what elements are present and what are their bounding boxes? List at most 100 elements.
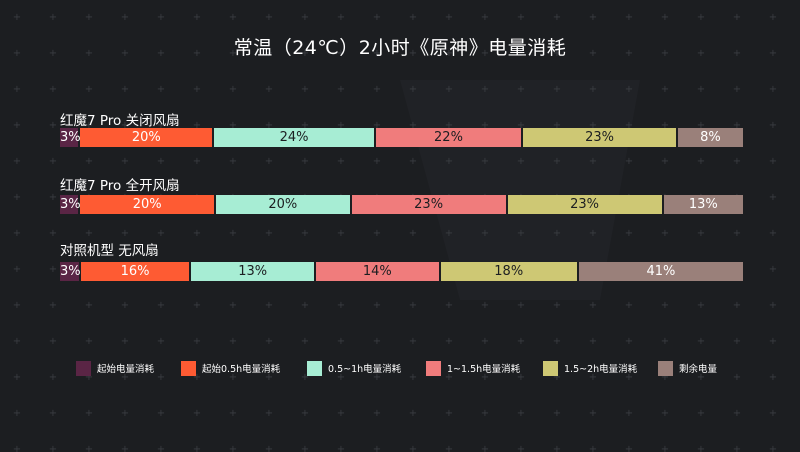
legend-item: 0.5~1h电量消耗 bbox=[307, 358, 401, 378]
plus-icon: + bbox=[697, 336, 705, 347]
plus-icon: + bbox=[589, 300, 597, 311]
plus-icon: + bbox=[265, 444, 273, 452]
plus-icon: + bbox=[13, 48, 21, 59]
bar-segment: 3% bbox=[60, 195, 81, 214]
plus-icon: + bbox=[553, 84, 561, 95]
plus-icon: + bbox=[373, 84, 381, 95]
plus-icon: + bbox=[13, 228, 21, 239]
plus-icon: + bbox=[265, 300, 273, 311]
bar-segment: 23% bbox=[351, 195, 508, 214]
data-label: 23% bbox=[570, 197, 600, 212]
plus-icon: + bbox=[157, 12, 165, 23]
plus-icon: + bbox=[157, 408, 165, 419]
plus-icon: + bbox=[445, 408, 453, 419]
plus-icon: + bbox=[733, 156, 741, 167]
plus-icon: + bbox=[409, 120, 417, 131]
plus-icon: + bbox=[121, 156, 129, 167]
bar-segment: 22% bbox=[375, 128, 524, 147]
plus-icon: + bbox=[733, 300, 741, 311]
plus-icon: + bbox=[553, 336, 561, 347]
plus-icon: + bbox=[193, 372, 201, 383]
plus-icon: + bbox=[661, 120, 669, 131]
plus-icon: + bbox=[373, 408, 381, 419]
plus-icon: + bbox=[193, 228, 201, 239]
plus-icon: + bbox=[157, 444, 165, 452]
plus-icon: + bbox=[589, 84, 597, 95]
plus-icon: + bbox=[625, 12, 633, 23]
plus-icon: + bbox=[733, 408, 741, 419]
plus-icon: + bbox=[193, 12, 201, 23]
stacked-bar: 3% 20% 24% 22% 23% 8% bbox=[60, 128, 745, 147]
bar-segment: 18% bbox=[440, 262, 579, 281]
plus-icon: + bbox=[85, 48, 93, 59]
plus-icon: + bbox=[733, 12, 741, 23]
plus-icon: + bbox=[517, 228, 525, 239]
plus-icon: + bbox=[517, 156, 525, 167]
plus-icon: + bbox=[661, 372, 669, 383]
bar-segment: 20% bbox=[215, 195, 352, 214]
plus-icon: + bbox=[661, 408, 669, 419]
plus-icon: + bbox=[769, 12, 777, 23]
data-label: 23% bbox=[414, 197, 444, 212]
plus-icon: + bbox=[193, 48, 201, 59]
legend-item: 1.5~2h电量消耗 bbox=[543, 358, 637, 378]
plus-icon: + bbox=[661, 228, 669, 239]
data-label: 24% bbox=[279, 130, 309, 145]
plus-icon: + bbox=[229, 336, 237, 347]
plus-icon: + bbox=[409, 48, 417, 59]
plus-icon: + bbox=[373, 336, 381, 347]
plus-icon: + bbox=[769, 84, 777, 95]
plus-icon: + bbox=[301, 444, 309, 452]
legend-item: 起始0.5h电量消耗 bbox=[181, 358, 280, 378]
bar-segment: 20% bbox=[80, 195, 216, 214]
plus-icon: + bbox=[49, 372, 57, 383]
plus-icon: + bbox=[553, 228, 561, 239]
plus-icon: + bbox=[769, 372, 777, 383]
legend-swatch bbox=[307, 360, 322, 376]
plus-icon: + bbox=[337, 48, 345, 59]
bar-segment: 13% bbox=[191, 262, 316, 281]
plus-icon: + bbox=[697, 372, 705, 383]
plus-icon: + bbox=[733, 48, 741, 59]
plus-icon: + bbox=[49, 264, 57, 275]
plus-icon: + bbox=[85, 84, 93, 95]
plus-icon: + bbox=[589, 444, 597, 452]
plus-icon: + bbox=[481, 336, 489, 347]
plus-icon: + bbox=[121, 12, 129, 23]
plus-icon: + bbox=[13, 444, 21, 452]
plus-icon: + bbox=[13, 264, 21, 275]
category-label: 红魔7 Pro 关闭风扇 bbox=[60, 113, 180, 129]
plus-icon: + bbox=[265, 84, 273, 95]
plus-icon: + bbox=[553, 372, 561, 383]
plus-icon: + bbox=[85, 372, 93, 383]
plus-icon: + bbox=[409, 228, 417, 239]
plus-icon: + bbox=[49, 12, 57, 23]
plus-icon: + bbox=[157, 372, 165, 383]
plus-icon: + bbox=[769, 228, 777, 239]
plus-icon: + bbox=[301, 336, 309, 347]
plus-icon: + bbox=[373, 120, 381, 131]
plus-icon: + bbox=[733, 372, 741, 383]
plus-icon: + bbox=[373, 48, 381, 59]
plus-icon: + bbox=[769, 408, 777, 419]
plus-icon: + bbox=[697, 228, 705, 239]
data-label: 14% bbox=[362, 264, 392, 279]
plus-icon: + bbox=[697, 444, 705, 452]
plus-icon: + bbox=[733, 444, 741, 452]
plus-icon: + bbox=[265, 336, 273, 347]
bar-segment: 14% bbox=[316, 262, 441, 281]
chart-legend: 起始电量消耗 起始0.5h电量消耗 0.5~1h电量消耗 1~1.5h电量消耗 1.5~… bbox=[0, 358, 800, 378]
plus-icon: + bbox=[589, 48, 597, 59]
plus-icon: + bbox=[193, 120, 201, 131]
data-label: 20% bbox=[268, 197, 298, 212]
plus-icon: + bbox=[517, 120, 525, 131]
bar-segment: 23% bbox=[523, 128, 678, 147]
plus-icon: + bbox=[625, 300, 633, 311]
plus-icon: + bbox=[769, 264, 777, 275]
plus-icon: + bbox=[769, 120, 777, 131]
data-label: 13% bbox=[688, 197, 718, 212]
plus-icon: + bbox=[121, 228, 129, 239]
plus-icon: + bbox=[301, 48, 309, 59]
plus-icon: + bbox=[229, 300, 237, 311]
data-label: 20% bbox=[131, 130, 161, 145]
